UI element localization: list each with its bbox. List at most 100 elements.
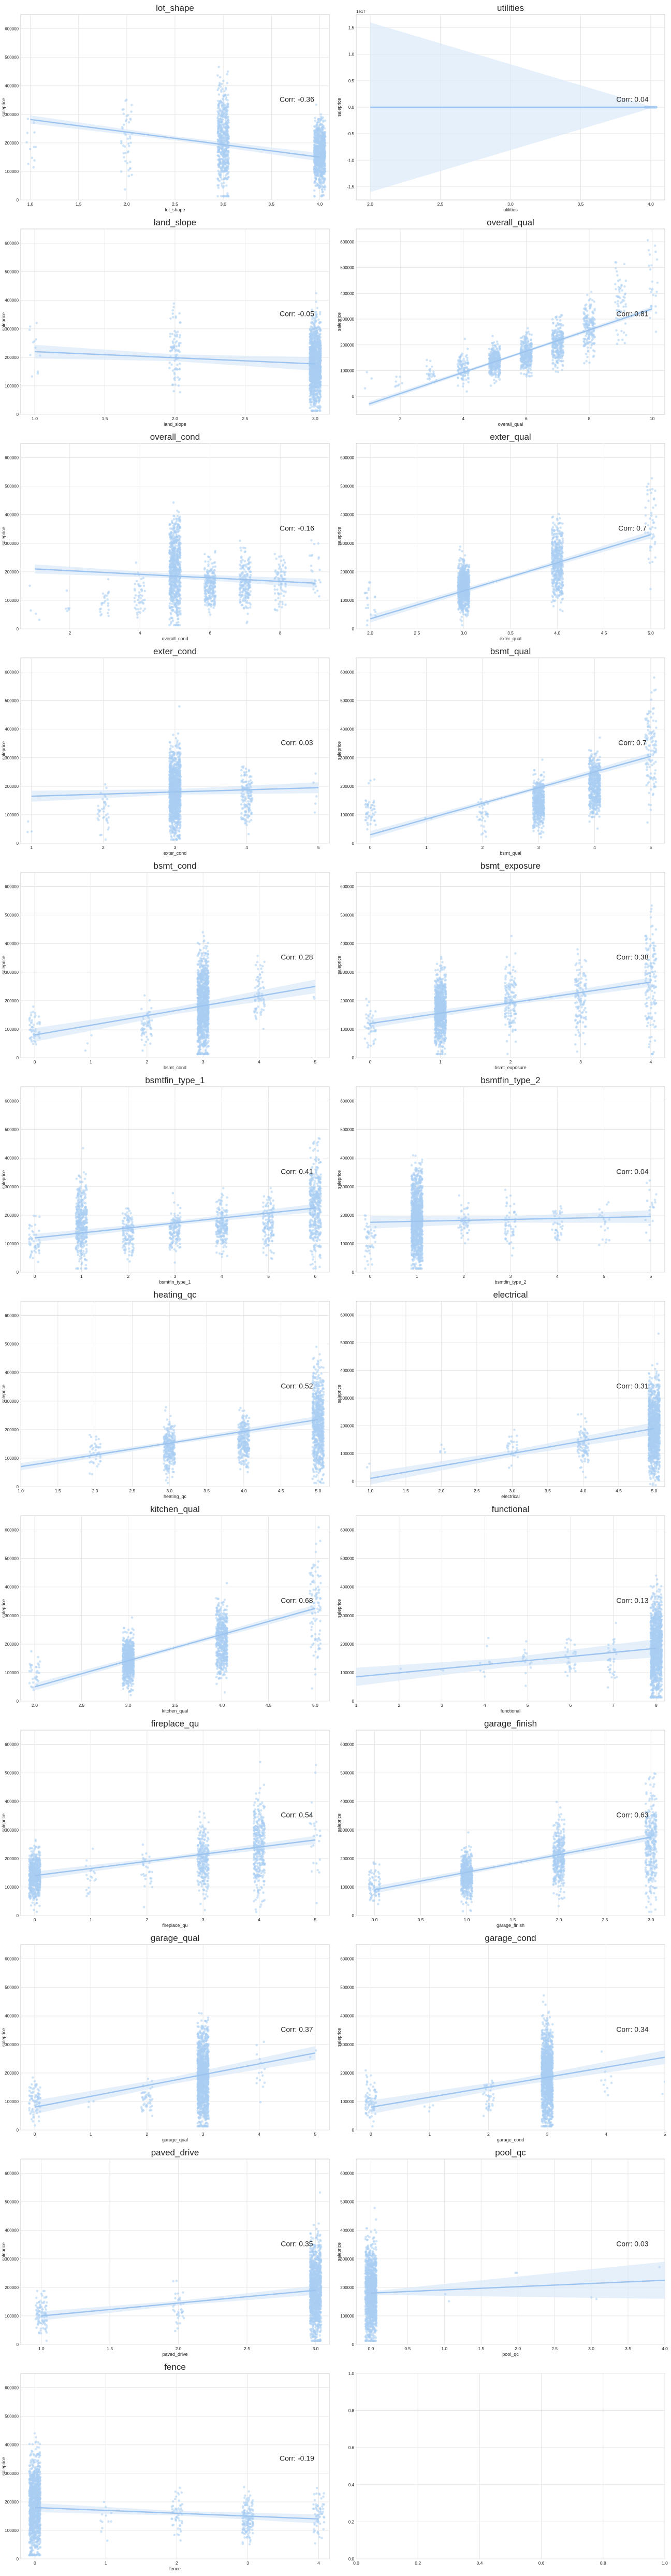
correlation-label: Corr: -0.36 <box>280 95 314 103</box>
data-point <box>310 367 313 369</box>
data-point <box>320 195 323 198</box>
data-point <box>590 331 592 334</box>
data-point <box>428 372 430 375</box>
data-point <box>120 142 123 145</box>
data-point <box>323 155 326 157</box>
data-point <box>168 367 171 369</box>
x-tick-label: 3.0 <box>312 416 318 421</box>
data-point <box>654 244 657 247</box>
data-point <box>226 136 229 139</box>
data-point <box>219 76 222 79</box>
data-point <box>461 352 464 355</box>
data-point <box>323 186 325 189</box>
subplot-title: overall_qual <box>487 218 534 227</box>
data-point <box>624 293 627 295</box>
data-point <box>527 327 529 329</box>
data-point <box>176 368 179 371</box>
data-point <box>457 366 460 368</box>
data-point <box>178 379 181 382</box>
data-point <box>315 311 317 313</box>
data-point <box>553 331 556 334</box>
data-point <box>520 350 522 352</box>
data-point <box>37 370 39 373</box>
data-point <box>616 274 619 277</box>
data-point <box>311 387 313 390</box>
data-point <box>521 361 524 364</box>
x-tick-label: 2.0 <box>367 202 373 207</box>
data-point <box>584 308 587 310</box>
data-point <box>217 186 220 189</box>
y-tick-label: 100000 <box>5 384 19 388</box>
y-axis-label: saleprice <box>1 98 6 117</box>
data-point <box>314 117 316 119</box>
data-point <box>318 326 320 329</box>
data-point <box>590 320 592 322</box>
data-point <box>319 359 322 362</box>
data-point <box>169 335 171 338</box>
data-point <box>217 126 220 129</box>
data-point <box>128 145 130 148</box>
data-point <box>225 174 227 177</box>
data-point <box>26 132 29 134</box>
data-point <box>317 364 319 366</box>
data-point <box>315 292 318 295</box>
data-point <box>174 335 177 338</box>
data-point <box>559 348 562 350</box>
data-point <box>552 356 555 359</box>
data-point <box>493 382 496 384</box>
data-point <box>322 128 324 131</box>
data-point <box>311 349 314 352</box>
data-point <box>593 355 595 357</box>
data-point <box>651 280 653 283</box>
data-point <box>317 407 319 410</box>
data-point <box>584 313 586 315</box>
y-tick-label: -0.5 <box>347 132 354 136</box>
data-point <box>126 162 129 165</box>
data-point <box>496 340 499 343</box>
data-point <box>527 330 530 333</box>
data-point <box>498 372 501 375</box>
data-point <box>316 330 318 333</box>
data-point <box>465 379 468 381</box>
data-point <box>319 377 322 379</box>
data-point <box>655 291 658 293</box>
data-point <box>584 304 587 307</box>
data-point <box>320 160 323 162</box>
x-tick-label: 2.5 <box>242 416 249 421</box>
data-point <box>499 366 501 369</box>
data-point <box>556 319 559 321</box>
data-point <box>29 148 32 150</box>
data-point <box>593 319 596 321</box>
x-tick-label: 1.5 <box>76 202 82 207</box>
data-point <box>317 352 319 355</box>
data-point <box>553 363 556 366</box>
x-axis-label: overall_qual <box>498 422 523 427</box>
data-point <box>319 352 322 355</box>
data-point <box>395 376 398 378</box>
data-point <box>313 151 316 154</box>
data-point <box>309 335 312 338</box>
data-point <box>33 131 36 134</box>
data-point <box>324 179 326 182</box>
data-point <box>312 401 315 404</box>
data-point <box>650 291 653 294</box>
data-point <box>312 360 314 363</box>
data-point <box>431 366 433 368</box>
data-point <box>616 342 619 345</box>
data-point <box>318 347 320 350</box>
y-tick-label: 0 <box>17 198 19 203</box>
data-point <box>316 391 319 393</box>
y-tick-label: 500000 <box>340 266 354 270</box>
data-point <box>314 333 317 335</box>
data-point <box>582 345 585 348</box>
data-point <box>462 358 465 361</box>
data-point <box>172 309 174 312</box>
data-point <box>319 350 322 352</box>
data-point <box>647 239 649 241</box>
data-point <box>129 141 132 144</box>
data-point <box>315 357 318 359</box>
data-point <box>217 87 220 90</box>
data-point <box>526 375 528 378</box>
